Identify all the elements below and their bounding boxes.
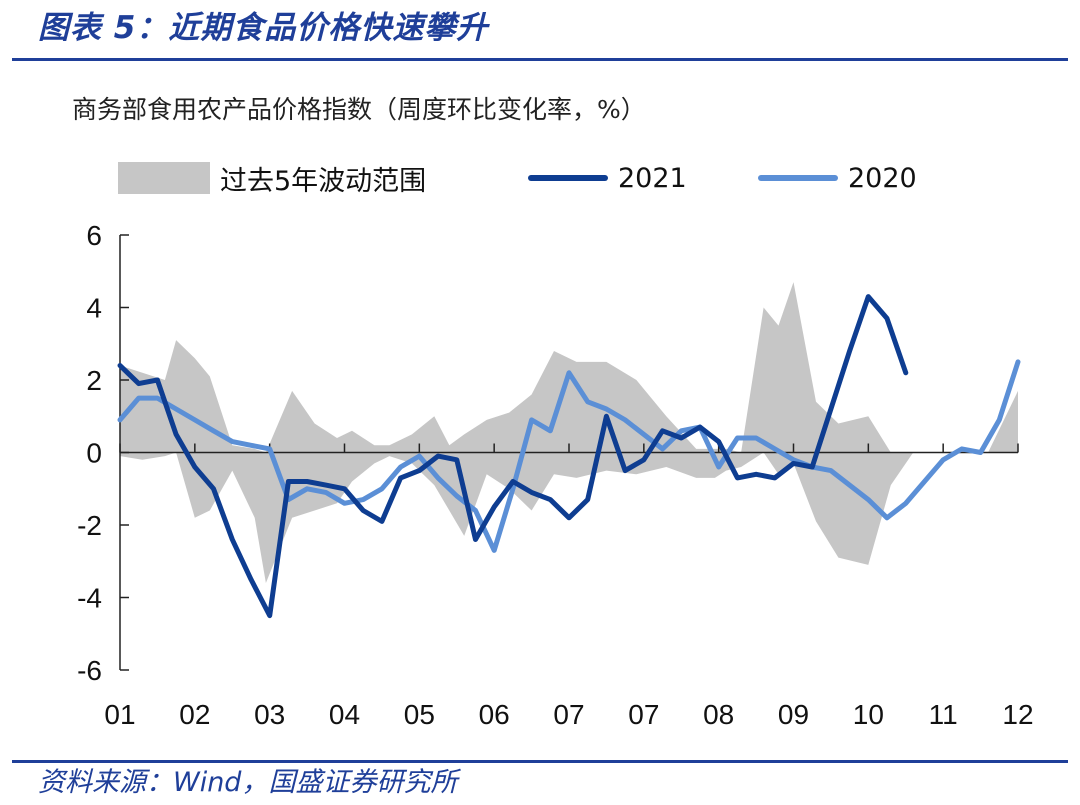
source-rule: [12, 760, 1068, 763]
y-tick-label: 0: [86, 438, 102, 469]
legend-label-2021: 2021: [618, 162, 687, 194]
legend-swatch-2020: [758, 175, 838, 181]
x-tick-label: 04: [329, 699, 360, 730]
x-tick-label: 09: [778, 699, 809, 730]
legend-label-2020: 2020: [848, 162, 917, 194]
x-tick-label: 07: [628, 699, 659, 730]
range-band-area: [120, 282, 1018, 583]
x-tick-label: 11: [929, 699, 958, 730]
x-tick-label: 08: [703, 699, 734, 730]
x-tick-label: 02: [179, 699, 210, 730]
series-line-2020: [117, 359, 1021, 553]
x-tick-label: 12: [1002, 699, 1033, 730]
title-rule: [12, 58, 1068, 61]
y-tick-label: 2: [86, 365, 102, 396]
legend-item-2021: 2021: [528, 156, 687, 200]
x-tick-label: 10: [853, 699, 884, 730]
legend-swatch-2021: [528, 175, 608, 181]
figure-title: 图表 5：近期食品价格快速攀升: [38, 10, 489, 46]
x-tick-label: 01: [104, 699, 135, 730]
y-tick-label: -2: [77, 510, 102, 541]
x-tick-label: 06: [479, 699, 510, 730]
legend-item-band: 过去5年波动范围: [118, 156, 426, 200]
line-chart: 6 4 2 0 -2 -4 -601 02 03 04 05 06 07 07 08 09 10 11 12: [77, 220, 1033, 730]
y-tick-label: -4: [77, 583, 102, 614]
y-tick-label: 4: [86, 293, 102, 324]
source-note: 资料来源：Wind，国盛证券研究所: [38, 767, 458, 798]
chart-subtitle: 商务部食用农产品价格指数（周度环比变化率，%）: [72, 95, 646, 124]
legend-swatch-band: [118, 162, 210, 194]
x-tick-label: 03: [254, 699, 285, 730]
x-tick-label: 05: [404, 699, 435, 730]
chart-legend: 过去5年波动范围 2021 2020: [0, 156, 1080, 200]
legend-label-band: 过去5年波动范围: [220, 165, 427, 197]
y-tick-label: -6: [77, 655, 102, 686]
y-tick-label: 6: [86, 220, 102, 251]
series-line-2021: [117, 294, 909, 619]
x-tick-label: 07: [553, 699, 584, 730]
legend-item-2020: 2020: [758, 156, 917, 200]
